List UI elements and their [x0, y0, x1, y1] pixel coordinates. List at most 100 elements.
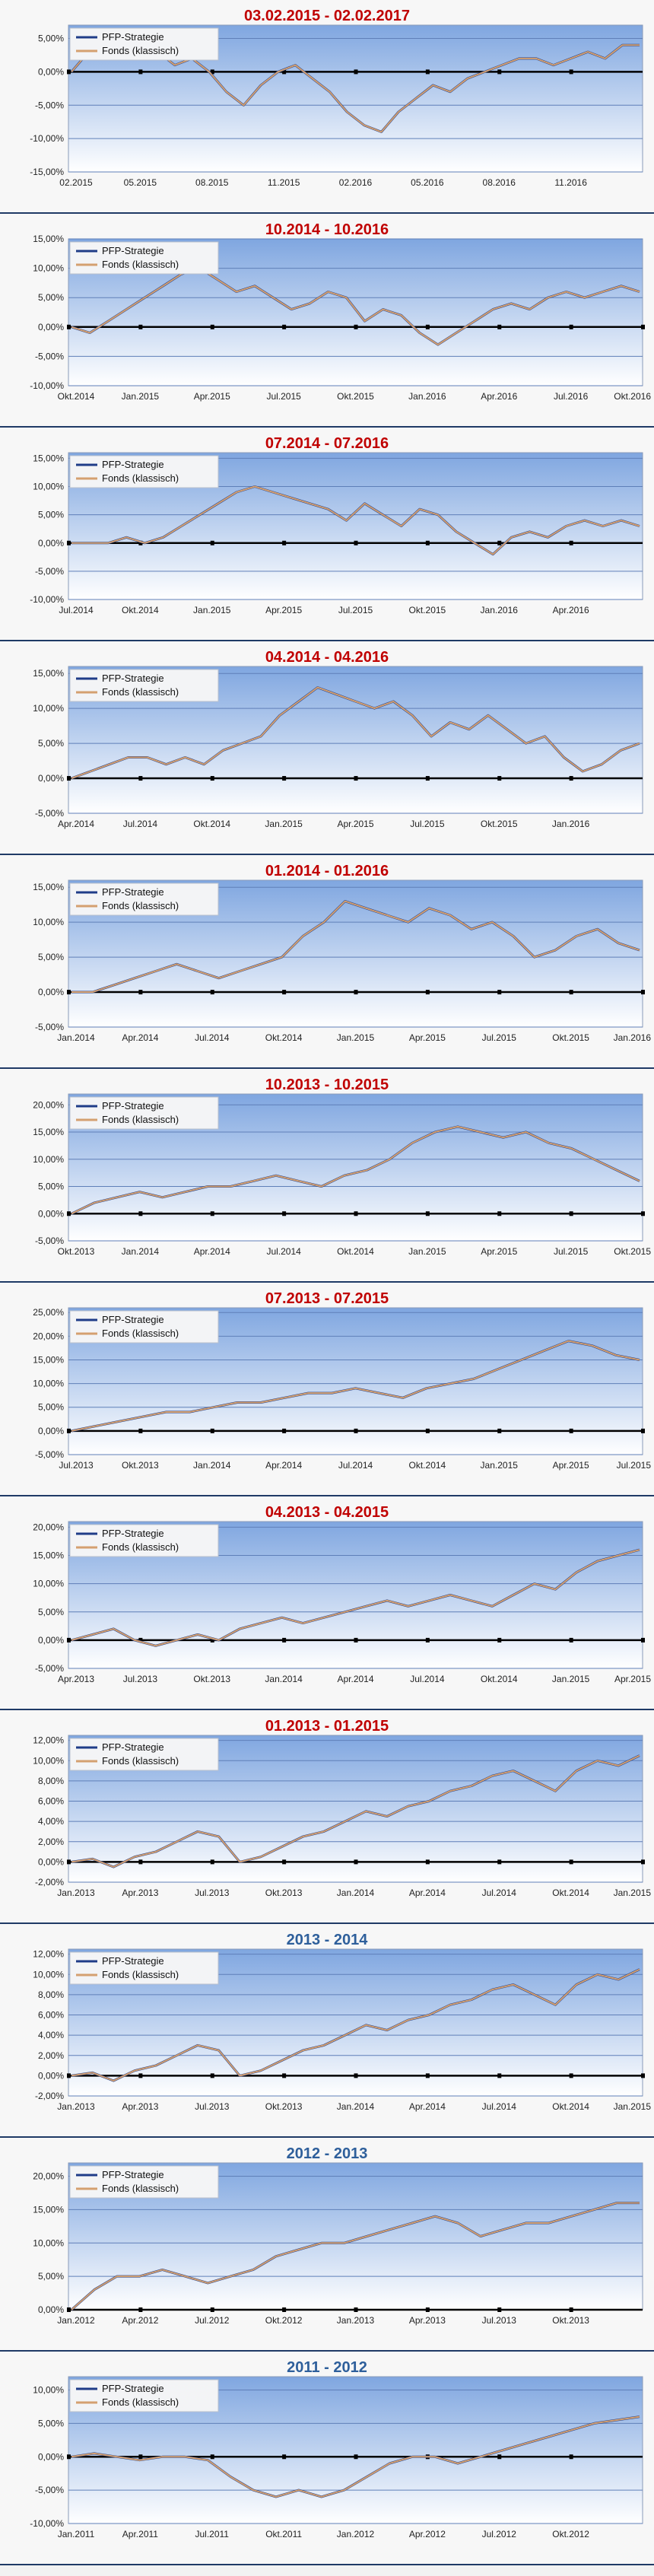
y-tick-label: 0,00%: [38, 987, 64, 997]
x-tick-label: Jan.2016: [481, 605, 519, 615]
x-tick-label: 05.2016: [411, 177, 444, 188]
x-tick-label: Jul.2013: [195, 2101, 230, 2112]
x-tick-label: Apr.2014: [409, 1887, 446, 1898]
x-tick-label: Jan.2014: [57, 1032, 95, 1043]
chart-title: 07.2013 - 07.2015: [265, 1290, 389, 1307]
x-tick-label: Okt.2014: [337, 1246, 374, 1257]
x-tick-label: Okt.2015: [552, 1032, 589, 1043]
x-tick-mark: [282, 776, 287, 781]
x-tick-label: Jan.2014: [193, 1460, 231, 1471]
legend: [69, 241, 219, 275]
x-tick-label: Okt.2014: [122, 605, 159, 615]
x-tick-label: 08.2015: [195, 177, 229, 188]
y-tick-label: 15,00%: [33, 882, 64, 892]
x-tick-label: Jul.2015: [617, 1460, 652, 1471]
y-tick-label: 15,00%: [33, 2204, 64, 2215]
x-tick-mark: [282, 990, 287, 995]
x-tick-label: Jul.2014: [195, 1032, 230, 1043]
x-tick-mark: [354, 1859, 358, 1865]
y-tick-label: 5,00%: [38, 738, 64, 749]
legend: [69, 455, 219, 488]
x-tick-label: Jul.2013: [482, 2315, 517, 2326]
x-tick-label: Apr.2013: [58, 1674, 94, 1684]
x-tick-label: Apr.2013: [122, 1887, 158, 1898]
x-tick-label: 02.2015: [59, 177, 93, 188]
x-tick-label: Jan.2015: [337, 1032, 375, 1043]
chart-svg: 25,00% 20,00% 15,00% 10,00% 5,00% 0,00% -5,00%…: [33, 1307, 652, 1471]
x-tick-mark: [210, 990, 214, 995]
legend-label: PFP-Strategie: [102, 31, 164, 43]
x-tick-label: Apr.2015: [481, 1246, 517, 1257]
x-tick-mark: [497, 324, 502, 329]
series-line-fonds-klassisch: [71, 2415, 640, 2498]
x-tick-label: Jul.2014: [266, 1246, 301, 1257]
y-tick-label: 0,00%: [38, 1635, 64, 1646]
x-tick-mark: [210, 2454, 214, 2460]
x-tick-label: Apr.2016: [553, 605, 589, 615]
legend-label: Fonds (klassisch): [102, 1969, 179, 1980]
x-tick-label: Apr.2011: [122, 2529, 158, 2539]
x-tick-label: Jan.2015: [122, 391, 160, 402]
chart-title: 2012 - 2013: [286, 2145, 368, 2162]
x-tick-label: Jan.2014: [122, 1246, 160, 1257]
x-tick-mark: [641, 1211, 645, 1216]
legend-label: Fonds (klassisch): [102, 1541, 179, 1553]
chart-title: 07.2014 - 07.2016: [265, 435, 389, 452]
x-tick-label: Jan.2016: [552, 819, 590, 829]
x-tick-label: Okt.2012: [265, 2315, 303, 2326]
x-tick-label: Jul.2015: [410, 819, 445, 829]
y-tick-label: 5,00%: [38, 1607, 64, 1617]
legend-label: Fonds (klassisch): [102, 1328, 179, 1339]
y-tick-label: -5,00%: [35, 1663, 64, 1674]
x-tick-mark: [425, 2307, 430, 2312]
x-tick-mark: [569, 69, 573, 75]
y-tick-label: 0,00%: [38, 1426, 64, 1436]
chart-panel: 2011 - 2012 10,00% 5,00% 0,00% -5,00% -10,00%…: [0, 2352, 654, 2565]
x-tick-label: Jul.2016: [554, 391, 589, 402]
chart-svg: 15,00%10,00%5,00%0,00%-5,00%-10,00%Jul.2…: [30, 452, 643, 615]
legend-label: PFP-Strategie: [102, 1528, 164, 1539]
x-tick-mark: [354, 69, 358, 75]
legend: [69, 2379, 219, 2412]
x-tick-label: Jul.2012: [195, 2315, 230, 2326]
x-tick-label: Jul.2014: [482, 1887, 517, 1898]
x-tick-label: Jul.2015: [482, 1032, 517, 1043]
x-tick-label: Jan.2011: [58, 2529, 95, 2539]
chart-svg: 12,00% 10,00% 8,00% 6,00% 4,00% 2,00% 0,00% -2,…: [33, 1948, 651, 2112]
y-tick-label: 0,00%: [38, 773, 64, 784]
y-tick-label: 5,00%: [38, 2271, 64, 2282]
x-tick-mark: [210, 540, 214, 545]
y-tick-label: -10,00%: [30, 2518, 64, 2529]
y-tick-label: 0,00%: [38, 538, 64, 549]
legend-label: PFP-Strategie: [102, 1314, 164, 1325]
x-tick-label: Jan.2014: [337, 1887, 375, 1898]
x-tick-label: Apr.2014: [194, 1246, 230, 1257]
x-tick-mark: [210, 1637, 214, 1643]
x-tick-mark: [425, 1859, 430, 1865]
legend: [69, 2165, 219, 2199]
y-tick-label: 5,00%: [38, 33, 64, 44]
x-tick-label: Jul.2014: [410, 1674, 445, 1684]
x-tick-label: Jul.2015: [554, 1246, 589, 1257]
x-tick-mark: [282, 1428, 287, 1433]
series-line-fonds-klassisch: [71, 267, 640, 345]
chart-svg: 10,00% 5,00% 0,00% -5,00% -10,00%Jan.2011 Apr…: [30, 2376, 643, 2539]
x-tick-mark: [138, 1859, 143, 1865]
x-tick-label: Apr.2014: [58, 819, 94, 829]
y-tick-label: -10,00%: [30, 133, 64, 144]
chart-panel: 10.2013 - 10.2015 20,00% 15,00% 10,00% 5,00%…: [0, 1069, 654, 1283]
chart-svg: 15,00% 10,00% 5,00% 0,00% -5,00%Jan.2014 Apr.…: [33, 879, 651, 1043]
x-tick-label: 05.2015: [124, 177, 157, 188]
x-tick-mark: [354, 776, 358, 781]
y-tick-label: 10,00%: [33, 1755, 64, 1766]
x-tick-mark: [641, 2073, 645, 2078]
x-tick-label: 11.2015: [268, 177, 300, 188]
x-tick-label: Jan.2013: [57, 2101, 95, 2112]
x-tick-mark: [354, 540, 358, 545]
y-tick-label: -5,00%: [35, 1022, 64, 1032]
x-tick-mark: [138, 2073, 143, 2078]
x-tick-mark: [67, 324, 71, 329]
legend-label: Fonds (klassisch): [102, 1114, 179, 1125]
y-tick-label: 10,00%: [33, 1154, 64, 1165]
series-line-fonds-klassisch: [71, 1340, 640, 1432]
